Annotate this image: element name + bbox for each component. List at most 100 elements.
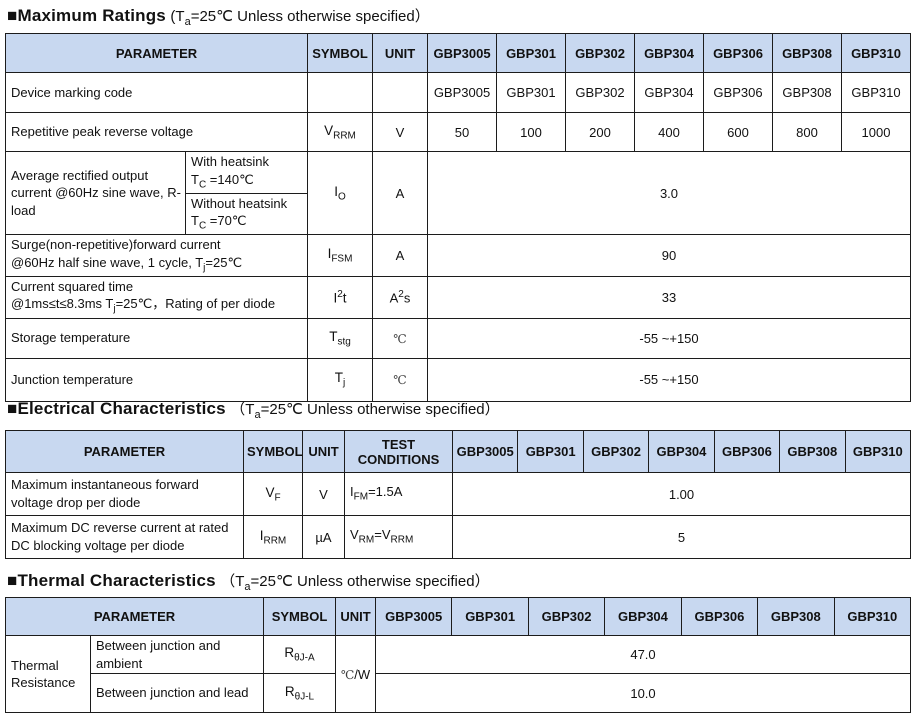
title-condition: (Ta=25℃ Unless otherwise specified） xyxy=(170,8,430,28)
unit-cell: V xyxy=(372,112,428,152)
value-cell-span: 3.0 xyxy=(427,150,911,236)
col-header-unit: UNIT xyxy=(335,597,376,636)
col-header-device: GBP308 xyxy=(757,597,835,636)
col-header-device: GBP301 xyxy=(517,430,584,473)
value-cell: GBP3005 xyxy=(427,72,497,113)
unit-cell: A xyxy=(372,234,428,277)
col-header-parameter: PARAMETER xyxy=(5,597,264,636)
unit-cell: µA xyxy=(302,515,345,559)
col-header-parameter: PARAMETER xyxy=(5,33,308,73)
col-header-symbol: SYMBOL xyxy=(243,430,303,473)
title-text: ■Maximum Ratings xyxy=(7,6,166,25)
param-cell: Device marking code xyxy=(5,72,308,113)
col-header-device: GBP308 xyxy=(779,430,846,473)
title-text: ■Thermal Characteristics xyxy=(7,571,216,590)
title-condition: （Ta=25℃ Unless otherwise specified） xyxy=(230,401,500,421)
unit-cell-empty xyxy=(372,72,428,113)
param-cell: Junction temperature xyxy=(5,357,308,402)
value-cell-span: -55 ~+150 xyxy=(427,317,911,359)
col-header-device: GBP302 xyxy=(582,430,650,473)
value-cell-span: 10.0 xyxy=(375,673,911,714)
value-cell-span: 33 xyxy=(427,275,911,319)
col-header-device: GBP304 xyxy=(634,33,704,73)
value-cell: 50 xyxy=(427,112,497,152)
value-cell-span: 47.0 xyxy=(375,634,911,675)
param-cell: Maximum DC reverse current at rated DC b… xyxy=(5,515,244,559)
table-row-device-marking: Device marking code GBP3005 GBP301 GBP30… xyxy=(5,72,911,113)
symbol-cell: IO xyxy=(307,150,373,236)
col-header-device: GBP301 xyxy=(451,597,529,636)
symbol-cell: VF xyxy=(243,472,303,516)
section-title-maximum-ratings: ■Maximum Ratings (Ta=25℃ Unless otherwis… xyxy=(7,5,430,28)
unit-cell: ℃ xyxy=(372,357,428,402)
symbol-cell: VRRM xyxy=(307,112,373,152)
section-title-thermal-characteristics: ■Thermal Characteristics （Ta=25℃ Unless … xyxy=(7,570,490,593)
title-condition: （Ta=25℃ Unless otherwise specified） xyxy=(220,573,490,593)
table-row-vrrm: Repetitive peak reverse voltage VRRM V 5… xyxy=(5,112,911,152)
table-row-rthjl: Between junction and lead RθJ-L 10.0 xyxy=(6,673,911,714)
unit-cell: V xyxy=(302,472,345,516)
symbol-cell: Tstg xyxy=(307,317,373,359)
table-row-io-a: Average rectified output current @60Hz s… xyxy=(5,150,911,236)
param-cell: Storage temperature xyxy=(5,317,308,359)
unit-cell: A2s xyxy=(372,275,428,319)
header-row: PARAMETER SYMBOL UNIT TEST CONDITIONS GB… xyxy=(5,430,912,473)
value-cell: 1000 xyxy=(841,112,911,152)
param-cell: Maximum instantaneous forward voltage dr… xyxy=(5,472,244,516)
value-cell: 600 xyxy=(703,112,773,152)
section-title-electrical-characteristics: ■Electrical Characteristics （Ta=25℃ Unle… xyxy=(7,398,500,421)
col-header-device: GBP3005 xyxy=(427,33,497,73)
param-cell: Repetitive peak reverse voltage xyxy=(5,112,308,152)
col-header-device: GBP310 xyxy=(833,597,912,636)
param-cell: Between junction and ambient xyxy=(90,634,264,675)
value-cell-span: -55 ~+150 xyxy=(427,357,911,402)
col-header-device: GBP306 xyxy=(713,430,781,473)
col-header-device: GBP306 xyxy=(703,33,773,73)
table-row-io-b: Without heatsink TC =70℃ xyxy=(6,192,911,236)
symbol-cell: Tj xyxy=(307,357,373,402)
col-header-device: GBP3005 xyxy=(451,430,519,473)
value-cell: GBP308 xyxy=(772,72,842,113)
value-cell: 400 xyxy=(634,112,704,152)
col-header-parameter: PARAMETER xyxy=(5,430,244,473)
unit-cell: ℃ xyxy=(372,317,428,359)
thermal-characteristics-table: PARAMETER SYMBOL UNIT GBP3005 GBP301 GBP… xyxy=(5,597,912,714)
value-cell: 200 xyxy=(565,112,635,152)
value-cell: GBP302 xyxy=(565,72,635,113)
value-cell: 100 xyxy=(496,112,566,152)
maximum-ratings-table: PARAMETER SYMBOL UNIT GBP3005 GBP301 GBP… xyxy=(5,33,911,402)
param-subcell-without-heatsink: Without heatsink TC =70℃ xyxy=(185,192,308,236)
value-cell-span: 5 xyxy=(452,515,911,559)
param-cell: Surge(non-repetitive)forward current @60… xyxy=(5,234,308,277)
value-cell: GBP304 xyxy=(634,72,704,113)
param-group-cell: Thermal Resistance xyxy=(5,634,91,714)
col-header-device: GBP301 xyxy=(496,33,566,73)
value-cell-span: 90 xyxy=(427,234,911,277)
test-conditions-cell: IFM=1.5A xyxy=(344,472,453,516)
symbol-cell-empty xyxy=(307,72,373,113)
col-header-symbol: SYMBOL xyxy=(263,597,336,636)
table-row-rthja: Thermal Resistance Between junction and … xyxy=(5,634,911,714)
table-row-tstg: Storage temperature Tstg ℃ -55 ~+150 xyxy=(5,317,911,359)
title-text: ■Electrical Characteristics xyxy=(7,399,226,418)
value-cell: 800 xyxy=(772,112,842,152)
header-row: PARAMETER SYMBOL UNIT GBP3005 GBP301 GBP… xyxy=(5,597,912,636)
col-header-device: GBP308 xyxy=(772,33,842,73)
value-cell: GBP301 xyxy=(496,72,566,113)
param-subcell-with-heatsink: With heatsink TC =140℃ xyxy=(185,151,308,194)
symbol-cell: RθJ-A xyxy=(263,634,336,675)
unit-cell: A xyxy=(372,150,428,236)
symbol-cell: IFSM xyxy=(307,234,373,277)
col-header-unit: UNIT xyxy=(302,430,345,473)
unit-cell: ℃/W xyxy=(335,634,376,714)
electrical-characteristics-table: PARAMETER SYMBOL UNIT TEST CONDITIONS GB… xyxy=(5,430,912,559)
value-cell: GBP310 xyxy=(841,72,911,113)
symbol-cell: RθJ-L xyxy=(263,673,336,714)
col-header-device: GBP3005 xyxy=(374,597,453,636)
col-header-test-conditions: TEST CONDITIONS xyxy=(344,430,453,473)
table-row-tj: Junction temperature Tj ℃ -55 ~+150 xyxy=(5,357,911,402)
col-header-device: GBP310 xyxy=(841,33,911,73)
col-header-unit: UNIT xyxy=(372,33,428,73)
table-row-vf: Maximum instantaneous forward voltage dr… xyxy=(5,472,911,516)
